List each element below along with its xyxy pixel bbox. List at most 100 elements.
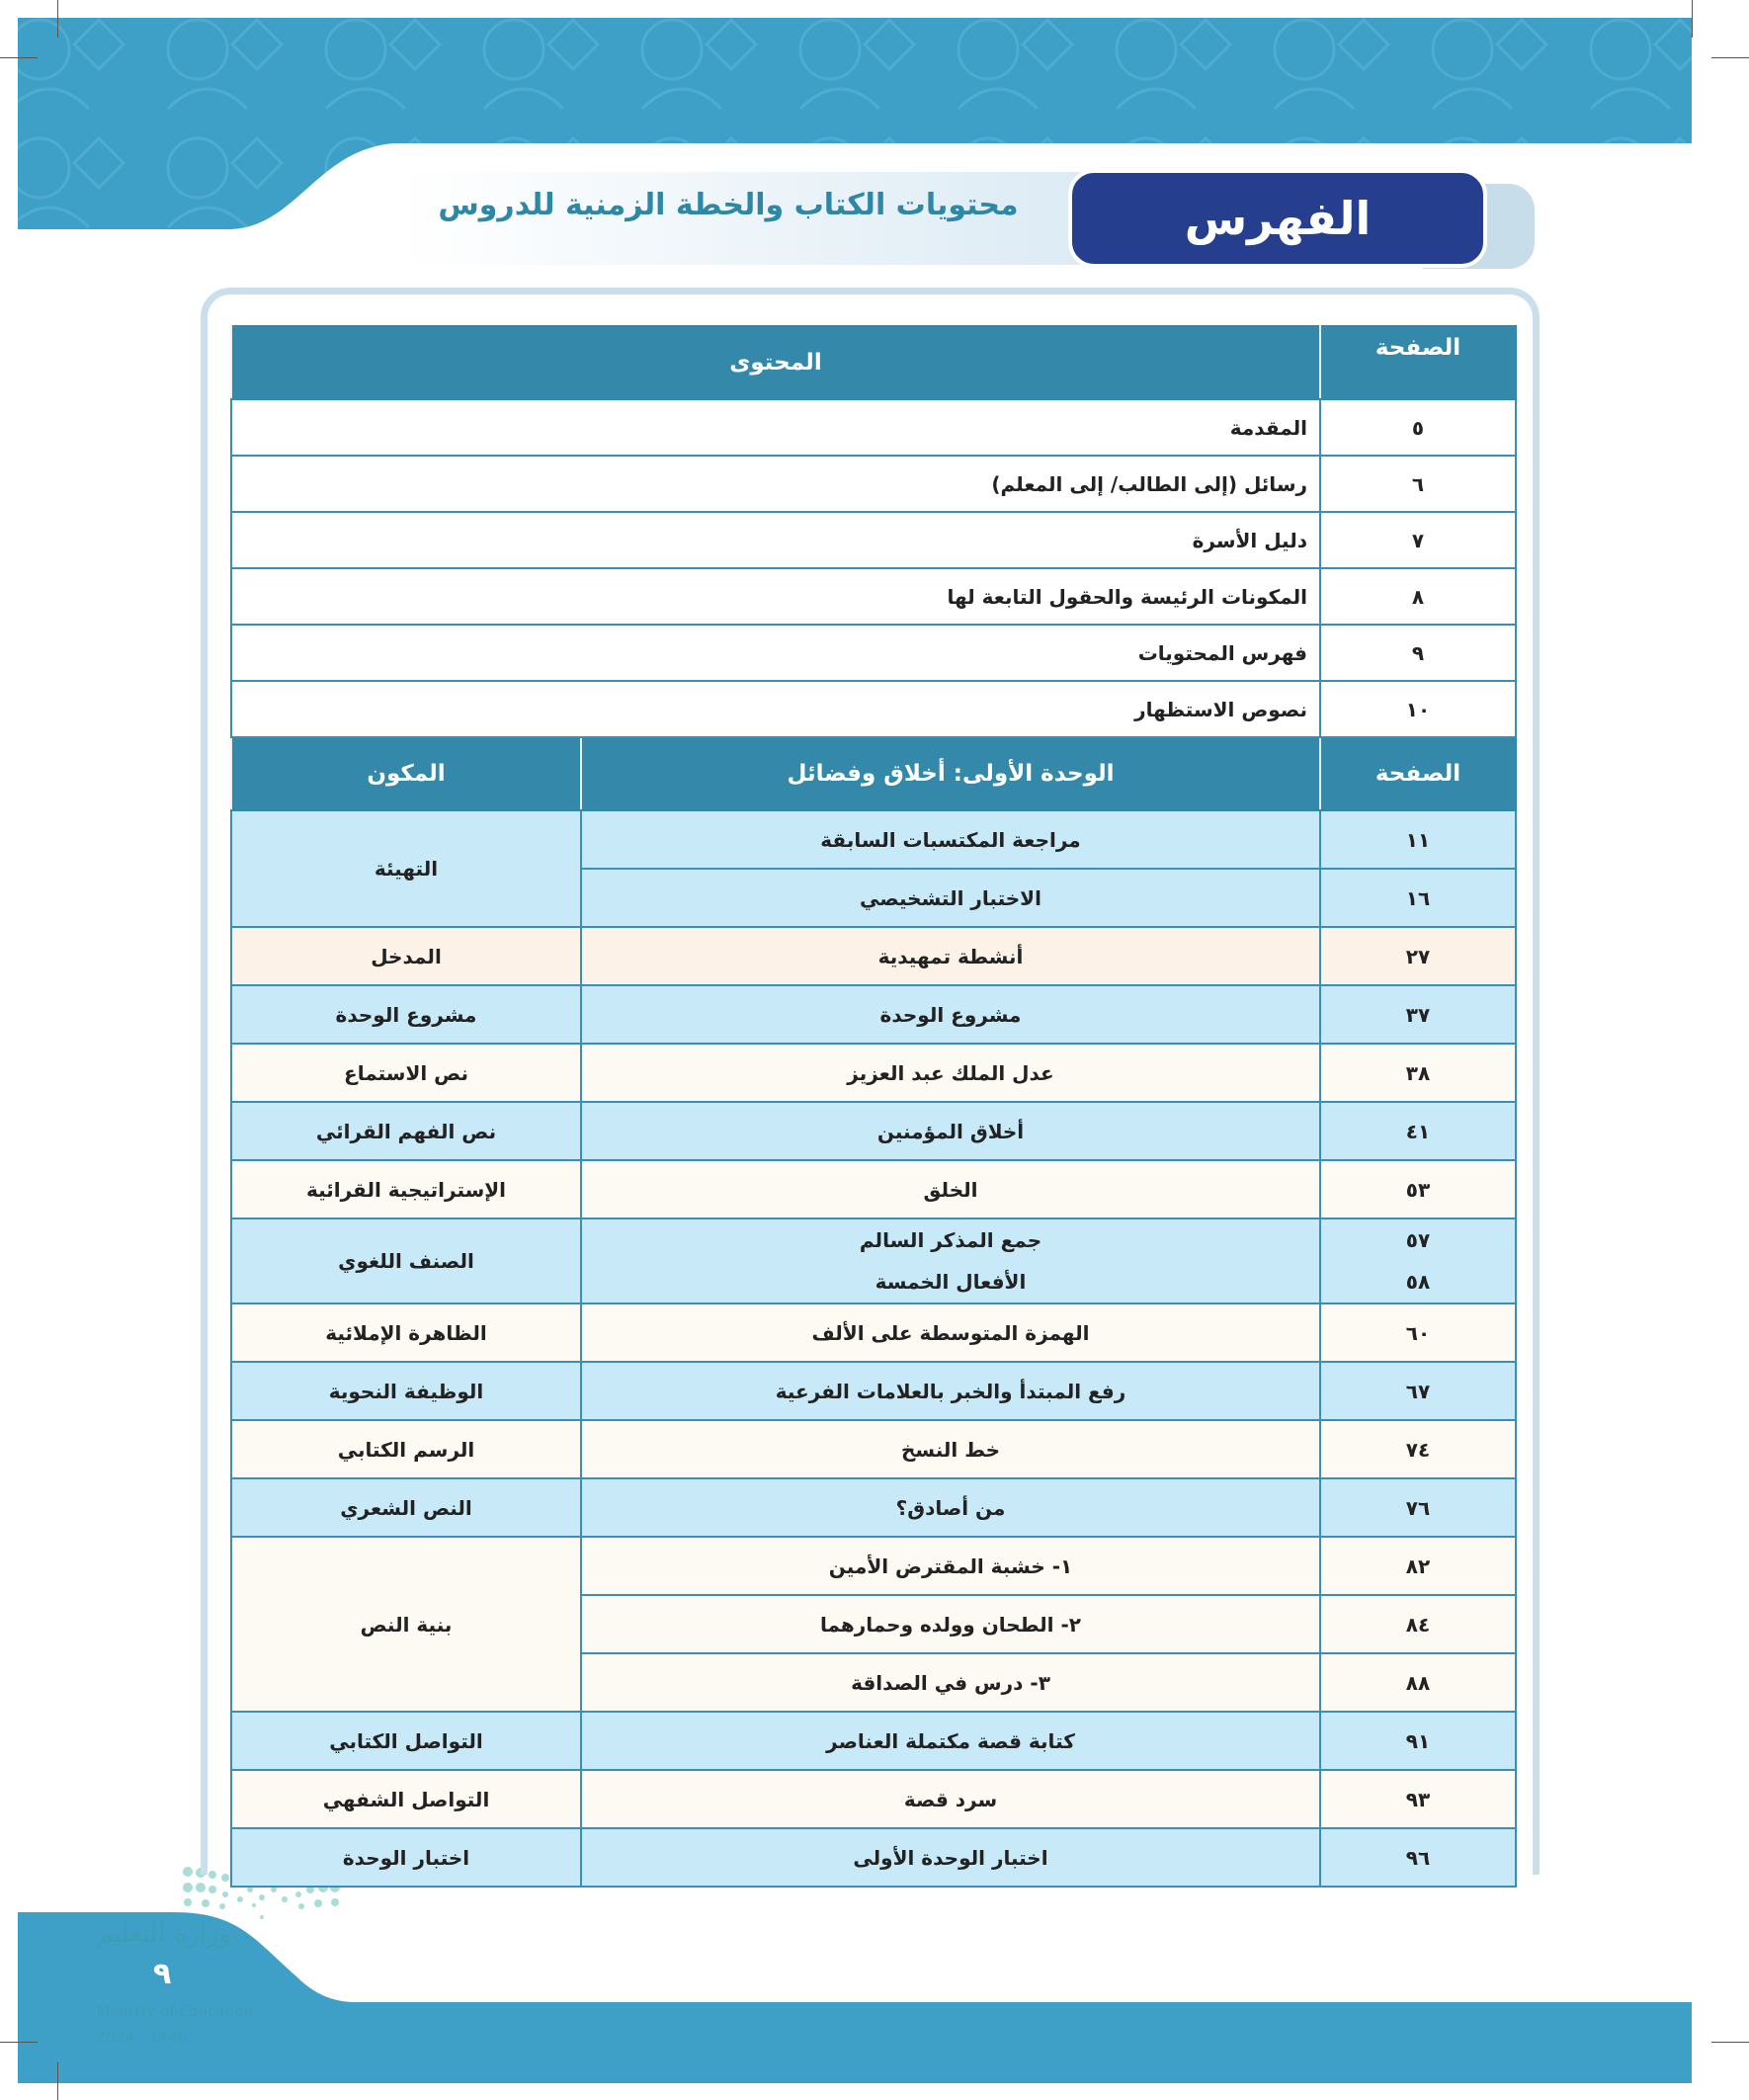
table-card <box>201 288 1540 1875</box>
lesson-cell: الاختبار التشخيصي <box>580 868 1321 928</box>
crop-mark <box>0 57 38 58</box>
header-page: الصفحة <box>1319 325 1517 400</box>
page-number-cell: ١١ <box>1319 809 1517 870</box>
page-number-cell: ٣٨ <box>1319 1043 1517 1103</box>
page-number-cell: ٢٧ <box>1319 926 1517 986</box>
intro-header-row: الصفحة المحتوى <box>230 325 1517 400</box>
lesson-cell: من أصادق؟ <box>580 1477 1321 1538</box>
lesson-cell: سرد قصة <box>580 1769 1321 1829</box>
page-number-cell: ١٠ <box>1319 680 1517 738</box>
lesson-cell: أخلاق المؤمنين <box>580 1101 1321 1161</box>
header-component: المكون <box>230 736 582 811</box>
page-number-cell: ٧ <box>1319 511 1517 569</box>
content-cell: المكونات الرئيسة والحقول التابعة لها <box>230 567 1321 626</box>
page-number-cell: ٦ <box>1319 455 1517 513</box>
page-number-cell: ٧٤ <box>1319 1419 1517 1479</box>
unit-row: ٩٣ سرد قصة التواصل الشفهي <box>230 1769 1517 1829</box>
page-number: ٩ <box>153 1957 172 1991</box>
contents-table: الصفحة المحتوى ٥ المقدمة ٦ رسائل (إلى الطال… <box>230 325 1517 1888</box>
unit-row: ٩١ كتابة قصة مكتملة العناصر التواصل الكتاب… <box>230 1711 1517 1771</box>
lesson-cell: جمع المذكر السالم الأفعال الخمسة <box>580 1218 1321 1304</box>
intro-row: ٩ فهرس المحتويات <box>230 624 1517 682</box>
unit-header-row: الصفحة الوحدة الأولى: أخلاق وفضائل المكون <box>230 736 1517 811</box>
unit-row: ٣٧ مشروع الوحدة مشروع الوحدة <box>230 984 1517 1045</box>
unit-row: ١١ مراجعة المكتسبات السابقة التهيئة <box>230 809 1517 928</box>
unit-row: ٧٤ خط النسخ الرسم الكتابي <box>230 1419 1517 1479</box>
lesson-cell: مراجعة المكتسبات السابقة <box>580 809 1321 870</box>
page-subtitle: محتويات الكتاب والخطة الزمنية للدروس <box>438 188 1019 222</box>
component-cell: الإستراتيجية القرائية <box>230 1159 582 1219</box>
lesson-cell: الخلق <box>580 1159 1321 1219</box>
title-band <box>402 172 1114 265</box>
content-cell: رسائل (إلى الطالب/ إلى المعلم) <box>230 455 1321 513</box>
component-cell: التواصل الكتابي <box>230 1711 582 1771</box>
unit-row: ١٦ الاختبار التشخيصي <box>231 868 1517 928</box>
unit-row: ٦٧ رفع المبتدأ والخبر بالعلامات الفرعية ال… <box>230 1361 1517 1421</box>
crop-mark <box>0 2042 38 2043</box>
watermark-ministry-en: Ministry of Education <box>97 2002 254 2020</box>
lesson-cell: أنشطة تمهيدية <box>580 926 1321 986</box>
lesson-cell: رفع المبتدأ والخبر بالعلامات الفرعية <box>580 1361 1321 1421</box>
unit-row: ٨٤ ٢- الطحان وولده وحمارهما <box>231 1594 1517 1654</box>
page-number-cell: ٩١ <box>1319 1711 1517 1771</box>
unit-row: ٦٠ الهمزة المتوسطة على الألف الظاهرة الإمل… <box>230 1302 1517 1363</box>
crop-mark <box>57 0 58 38</box>
page-number-cell: ٩ <box>1319 624 1517 682</box>
unit-row: ٣٨ عدل الملك عبد العزيز نص الاستماع <box>230 1043 1517 1103</box>
crop-mark <box>1711 57 1749 58</box>
intro-row: ٦ رسائل (إلى الطالب/ إلى المعلم) <box>230 455 1517 513</box>
component-cell: مشروع الوحدة <box>230 984 582 1045</box>
crop-mark <box>1711 2042 1749 2043</box>
lesson-cell: الهمزة المتوسطة على الألف <box>580 1302 1321 1363</box>
component-cell: بنية النص <box>230 1536 582 1713</box>
watermark-year: 2024 - 1446 <box>97 2028 188 2046</box>
page-number-cell: ٥٣ <box>1319 1159 1517 1219</box>
component-cell: الصنف اللغوي <box>230 1218 582 1304</box>
intro-row: ٧ دليل الأسرة <box>230 511 1517 569</box>
lesson-cell: ١- خشبة المقترض الأمين <box>580 1536 1321 1596</box>
lesson-cell: ٢- الطحان وولده وحمارهما <box>580 1594 1321 1654</box>
unit-row: ٧٦ من أصادق؟ النص الشعري <box>230 1477 1517 1538</box>
unit-row: ٩٦ اختبار الوحدة الأولى اختبار الوحدة <box>230 1827 1517 1888</box>
intro-row: ١٠ نصوص الاستظهار <box>230 680 1517 738</box>
component-cell: الظاهرة الإملائية <box>230 1302 582 1363</box>
page-number: ٥٧ <box>1405 1228 1431 1252</box>
header-unit: الوحدة الأولى: أخلاق وفضائل <box>580 736 1321 811</box>
page-number-cell: ٩٦ <box>1319 1827 1517 1888</box>
page-number-cell: ٥٧ ٥٨ <box>1319 1218 1517 1304</box>
page-number-cell: ٣٧ <box>1319 984 1517 1045</box>
page-number-cell: ٩٣ <box>1319 1769 1517 1829</box>
content-cell: دليل الأسرة <box>230 511 1321 569</box>
component-cell: التواصل الشفهي <box>230 1769 582 1829</box>
page-number-cell: ٦٠ <box>1319 1302 1517 1363</box>
unit-row: ٨٢ ١- خشبة المقترض الأمين بنية النص <box>230 1536 1517 1713</box>
crop-mark <box>1692 0 1693 38</box>
intro-row: ٥ المقدمة <box>230 398 1517 457</box>
page-number-cell: ٧٦ <box>1319 1477 1517 1538</box>
lesson-title: جمع المذكر السالم <box>859 1228 1042 1252</box>
lesson-cell: كتابة قصة مكتملة العناصر <box>580 1711 1321 1771</box>
page-number-cell: ٨٤ <box>1319 1594 1517 1654</box>
page-number-cell: ٨٨ <box>1319 1652 1517 1713</box>
page-number-cell: ٤١ <box>1319 1101 1517 1161</box>
page-number-cell: ٦٧ <box>1319 1361 1517 1421</box>
unit-row: ٥٧ ٥٨ جمع المذكر السالم الأفعال الخمسة الصنف… <box>230 1218 1517 1304</box>
watermark-ministry-ar: وزارة التعليم <box>97 1919 232 1949</box>
content-cell: فهرس المحتويات <box>230 624 1321 682</box>
page-number-cell: ٨٢ <box>1319 1536 1517 1596</box>
component-cell: الوظيفة النحوية <box>230 1361 582 1421</box>
page-number-cell: ١٦ <box>1319 868 1517 928</box>
lesson-cell: مشروع الوحدة <box>580 984 1321 1045</box>
component-cell: التهيئة <box>230 809 582 928</box>
lesson-cell: ٣- درس في الصداقة <box>580 1652 1321 1713</box>
bottom-band <box>18 1912 1692 2083</box>
component-cell: نص الفهم القرائي <box>230 1101 582 1161</box>
unit-row: ٥٣ الخلق الإستراتيجية القرائية <box>230 1159 1517 1219</box>
unit-row: ٢٧ أنشطة تمهيدية المدخل <box>230 926 1517 986</box>
component-cell: اختبار الوحدة <box>230 1827 582 1888</box>
page-title: الفهرس <box>1068 169 1487 268</box>
crop-mark <box>57 2062 58 2100</box>
unit-row: ٨٨ ٣- درس في الصداقة <box>231 1652 1517 1713</box>
unit-row: ٤١ أخلاق المؤمنين نص الفهم القرائي <box>230 1101 1517 1161</box>
